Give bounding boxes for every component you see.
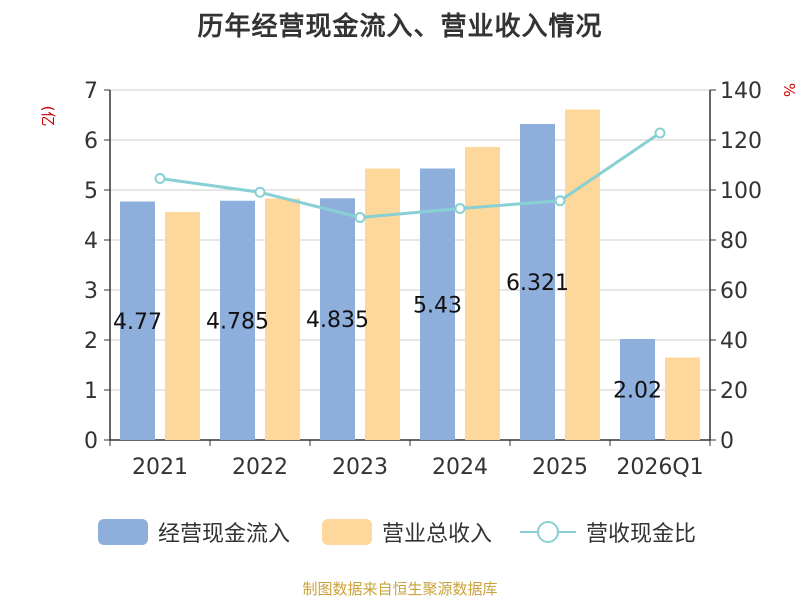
data-label-cash-inflow: 6.321 bbox=[506, 271, 569, 296]
right-tick-label: 40 bbox=[720, 329, 748, 354]
bar-cash-inflow bbox=[220, 200, 255, 440]
left-tick-label: 1 bbox=[84, 379, 98, 404]
right-tick-label: 100 bbox=[720, 179, 762, 204]
legend-circle-marker bbox=[537, 521, 559, 543]
legend: 经营现金流入 营业总收入 营收现金比 bbox=[0, 512, 800, 552]
bar-revenue bbox=[665, 357, 700, 440]
x-tick-label: 2026Q1 bbox=[616, 455, 703, 480]
right-tick-label: 80 bbox=[720, 229, 748, 254]
bar-revenue bbox=[465, 147, 500, 440]
x-tick-label: 2021 bbox=[132, 455, 188, 480]
left-tick-label: 4 bbox=[84, 229, 98, 254]
legend-item-cash-inflow[interactable]: 经营现金流入 bbox=[98, 512, 290, 552]
legend-label-revenue: 营业总收入 bbox=[382, 522, 493, 547]
bar-cash-inflow bbox=[520, 123, 555, 440]
line-ratio-point bbox=[254, 186, 266, 198]
line-ratio-point bbox=[454, 203, 466, 214]
data-source-note: 制图数据来自恒生聚源数据库 bbox=[302, 580, 498, 598]
right-tick-label: 140 bbox=[720, 79, 762, 104]
x-tick-label: 2025 bbox=[532, 455, 588, 480]
line-ratio-point bbox=[154, 173, 166, 184]
left-tick-label: 3 bbox=[84, 279, 98, 304]
left-tick-label: 2 bbox=[84, 329, 98, 354]
right-tick-label: 60 bbox=[720, 279, 748, 304]
legend-swatch-revenue bbox=[322, 519, 372, 545]
x-tick-label: 2024 bbox=[432, 455, 488, 480]
legend-label-ratio: 营收现金比 bbox=[586, 522, 697, 547]
line-ratio bbox=[159, 131, 661, 220]
data-label-cash-inflow: 5.43 bbox=[413, 293, 462, 318]
left-tick-label: 6 bbox=[84, 129, 98, 154]
bar-revenue bbox=[365, 168, 400, 440]
x-tick-label: 2022 bbox=[232, 455, 288, 480]
data-label-cash-inflow: 4.785 bbox=[206, 309, 269, 334]
bar-cash-inflow bbox=[420, 168, 455, 440]
bar-cash-inflow bbox=[120, 201, 155, 440]
bar-cash-inflow bbox=[320, 198, 355, 440]
line-ratio-point bbox=[654, 127, 666, 139]
bar-revenue bbox=[165, 212, 200, 440]
legend-item-revenue[interactable]: 营业总收入 bbox=[322, 512, 492, 552]
legend-line-ratio bbox=[520, 519, 576, 545]
data-label-cash-inflow: 2.02 bbox=[613, 379, 662, 404]
right-tick-label: 120 bbox=[720, 129, 762, 154]
x-tick-label: 2023 bbox=[332, 455, 388, 480]
legend-swatch-cash-inflow bbox=[98, 519, 148, 545]
data-label-cash-inflow: 4.77 bbox=[113, 310, 162, 335]
right-tick-label: 0 bbox=[720, 429, 734, 454]
bar-revenue bbox=[565, 109, 600, 440]
line-ratio-point bbox=[354, 212, 366, 223]
chart-title: 历年经营现金流入、营业收入情况 bbox=[197, 12, 603, 42]
left-tick-label: 7 bbox=[84, 79, 98, 104]
legend-item-ratio[interactable]: 营收现金比 bbox=[520, 512, 696, 552]
data-label-cash-inflow: 4.835 bbox=[306, 308, 369, 333]
legend-label-cash-inflow: 经营现金流入 bbox=[158, 522, 291, 547]
bar-cash-inflow bbox=[620, 339, 655, 440]
line-ratio-point bbox=[554, 195, 566, 207]
left-tick-label: 0 bbox=[84, 429, 98, 454]
right-tick-label: 20 bbox=[720, 379, 748, 404]
left-tick-label: 5 bbox=[84, 179, 98, 204]
bar-revenue bbox=[265, 198, 300, 440]
